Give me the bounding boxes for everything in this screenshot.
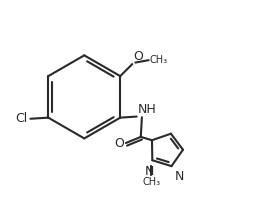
Text: Cl: Cl <box>16 112 28 125</box>
Text: CH₃: CH₃ <box>142 177 160 187</box>
Text: O: O <box>114 137 124 150</box>
Text: N: N <box>175 170 184 183</box>
Text: CH₃: CH₃ <box>149 55 167 65</box>
Text: NH: NH <box>137 103 156 116</box>
Text: O: O <box>133 50 143 63</box>
Text: N: N <box>145 165 154 178</box>
